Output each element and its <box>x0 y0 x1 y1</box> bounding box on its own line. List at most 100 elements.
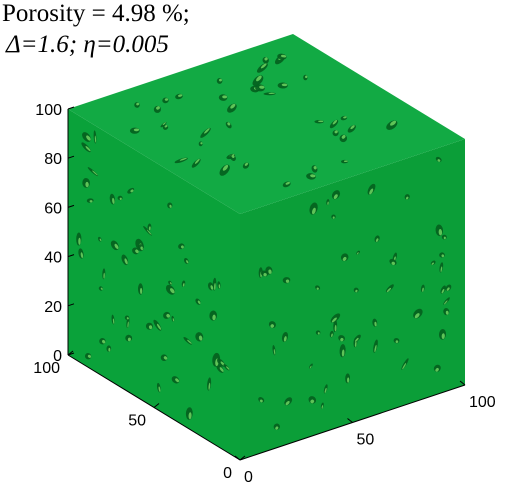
pore-highlight <box>327 201 329 205</box>
pore-highlight <box>340 337 344 342</box>
pore <box>252 75 264 87</box>
pore <box>227 103 237 113</box>
pore-highlight <box>182 283 185 287</box>
pore <box>404 194 410 200</box>
pore-highlight <box>390 120 397 126</box>
pore-highlight <box>355 337 359 342</box>
pore-highlight <box>309 365 312 369</box>
pore-highlight <box>230 103 236 109</box>
pore <box>209 310 218 321</box>
pore-highlight <box>200 142 203 145</box>
pore <box>195 332 204 342</box>
pore <box>273 423 280 430</box>
x-tick-0 <box>234 455 241 461</box>
pore <box>345 373 351 384</box>
pore <box>207 377 212 391</box>
pore-highlight <box>347 377 350 383</box>
pore-highlight <box>156 323 162 330</box>
pore <box>309 202 318 215</box>
pore <box>315 285 321 291</box>
pore <box>282 181 291 188</box>
pore <box>174 157 188 164</box>
pore-highlight <box>318 120 324 123</box>
pore-highlight <box>218 284 221 289</box>
pore-highlight <box>146 229 152 235</box>
pore-highlight <box>444 300 448 305</box>
pore-highlight <box>78 237 81 245</box>
pore-highlight <box>275 426 279 430</box>
pore-highlight <box>402 363 407 370</box>
pore-highlight <box>305 75 308 79</box>
pore-highlight <box>440 266 443 273</box>
pore-highlight <box>341 349 345 357</box>
pore-highlight <box>260 63 267 69</box>
z-tick-label-20: 20 <box>44 299 62 316</box>
pore <box>320 402 324 409</box>
pore-highlight <box>227 122 231 126</box>
pore-highlight <box>169 282 172 285</box>
pore <box>138 244 144 250</box>
pore <box>129 127 140 134</box>
pore <box>219 164 230 176</box>
pore <box>386 120 398 130</box>
pore <box>420 284 425 293</box>
pore <box>339 134 348 143</box>
cube-face-top <box>68 34 465 214</box>
pore <box>93 130 97 144</box>
pore-highlight <box>219 367 224 372</box>
pore <box>373 339 378 353</box>
z-tick-label-60: 60 <box>44 200 62 217</box>
pore <box>84 353 92 360</box>
pore-highlight <box>102 340 106 344</box>
pore <box>393 337 400 344</box>
pore-highlight <box>395 340 399 344</box>
pore <box>401 358 409 370</box>
pore-highlight <box>244 162 249 166</box>
pore-highlight <box>218 78 222 82</box>
pore-highlight <box>135 249 139 254</box>
pore-highlight <box>331 317 337 323</box>
pore-highlight <box>259 85 265 89</box>
pore <box>183 257 189 264</box>
pore-highlight <box>310 174 316 178</box>
pore <box>81 142 91 153</box>
pore-highlight <box>226 366 230 370</box>
pore-highlight <box>222 95 228 99</box>
pore-highlight <box>164 98 169 101</box>
pore-highlight <box>431 262 435 265</box>
pore-highlight <box>445 310 449 315</box>
pore <box>109 193 116 205</box>
pore-highlight <box>435 367 439 372</box>
pore <box>272 344 276 356</box>
pore-highlight <box>343 160 348 162</box>
pore <box>110 240 119 251</box>
pore-highlight <box>375 238 379 242</box>
pore-highlight <box>140 246 143 250</box>
pore <box>147 223 152 231</box>
pore <box>168 280 172 286</box>
pore <box>87 167 99 177</box>
pore-highlight <box>354 341 357 347</box>
pore <box>218 94 228 101</box>
pore <box>143 226 152 236</box>
pore <box>86 198 94 203</box>
pore <box>413 308 423 319</box>
pore-highlight <box>343 116 347 119</box>
pore-highlight <box>334 324 337 332</box>
pore <box>374 235 380 243</box>
pore <box>171 376 180 384</box>
pore-highlight <box>208 382 211 390</box>
pore <box>102 268 106 280</box>
pore-highlight <box>310 399 315 404</box>
pore <box>106 345 112 352</box>
pore-highlight <box>414 313 420 319</box>
pore-highlight <box>332 216 335 219</box>
pore-highlight <box>187 339 192 344</box>
x-tick-100 <box>459 380 466 386</box>
pore <box>99 338 106 345</box>
pore <box>200 127 211 138</box>
pore-highlight <box>334 130 338 134</box>
pore-highlight <box>194 158 200 164</box>
